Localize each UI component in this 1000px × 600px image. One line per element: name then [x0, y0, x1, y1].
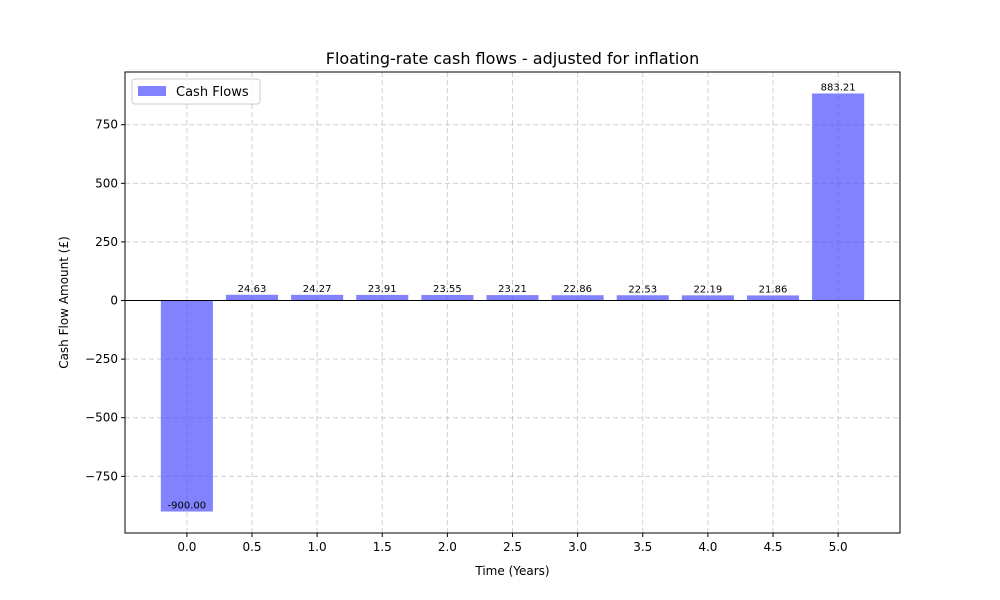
x-tick-label: 0.0: [177, 540, 196, 554]
chart-title: Floating-rate cash flows - adjusted for …: [326, 49, 699, 68]
y-tick-label: 0: [110, 294, 118, 308]
x-tick-label: 3.0: [568, 540, 587, 554]
bar-value-label: 23.21: [498, 284, 527, 295]
y-axis-ticks: −750 −500 −250 0 250 500 750: [85, 118, 125, 483]
x-tick-label: 4.5: [763, 540, 782, 554]
bar: [421, 295, 474, 301]
x-tick-label: 2.0: [438, 540, 457, 554]
bar-value-label: 22.19: [694, 284, 723, 295]
x-tick-label: 3.5: [633, 540, 652, 554]
bar: [681, 295, 734, 301]
x-axis-ticks: 0.0 0.5 1.0 1.5 2.0 2.5 3.0 3.5 4.0 4.5 5.0: [177, 533, 848, 554]
bar-value-label: 883.21: [821, 82, 856, 93]
bar-value-label: 22.86: [563, 284, 592, 295]
y-tick-label: −750: [85, 469, 118, 483]
bar-value-label: 24.63: [238, 284, 267, 295]
bar: [225, 294, 279, 301]
x-tick-label: 1.5: [373, 540, 392, 554]
bar-value-label: 21.86: [759, 284, 788, 295]
data-labels: -900.00 24.63 24.27 23.91 23.55 23.21 22.86 22.…: [168, 82, 856, 511]
bar-value-label: 23.91: [368, 284, 397, 295]
x-tick-label: 2.5: [503, 540, 522, 554]
x-axis-label: Time (Years): [474, 564, 549, 578]
bar: [356, 294, 409, 301]
x-tick-label: 4.0: [698, 540, 717, 554]
bar: [551, 295, 604, 301]
bar-value-label: 22.53: [628, 284, 657, 295]
y-tick-label: 750: [95, 118, 118, 132]
legend-box: [131, 78, 261, 105]
legend-label-cash-flows: Cash Flows: [176, 85, 249, 100]
bars: [160, 93, 865, 512]
y-tick-label: 500: [95, 176, 118, 190]
legend-swatch: [138, 86, 166, 96]
bar: [812, 93, 865, 301]
y-tick-label: −250: [85, 352, 118, 366]
legend: Cash Flows: [131, 78, 261, 105]
bar: [291, 294, 344, 301]
y-tick-label: −500: [85, 411, 118, 425]
y-tick-label: 250: [95, 235, 118, 249]
y-axis-label: Cash Flow Amount (£): [57, 236, 71, 369]
bar-value-label: 24.27: [303, 284, 332, 295]
x-tick-label: 1.0: [308, 540, 327, 554]
x-tick-label: 5.0: [829, 540, 848, 554]
bar: [616, 295, 669, 301]
bar-value-label: -900.00: [168, 501, 207, 512]
bar-value-label: 23.55: [433, 284, 462, 295]
x-tick-label: 0.5: [242, 540, 261, 554]
bar: [160, 300, 213, 512]
bar: [746, 295, 800, 301]
bar: [486, 295, 539, 301]
